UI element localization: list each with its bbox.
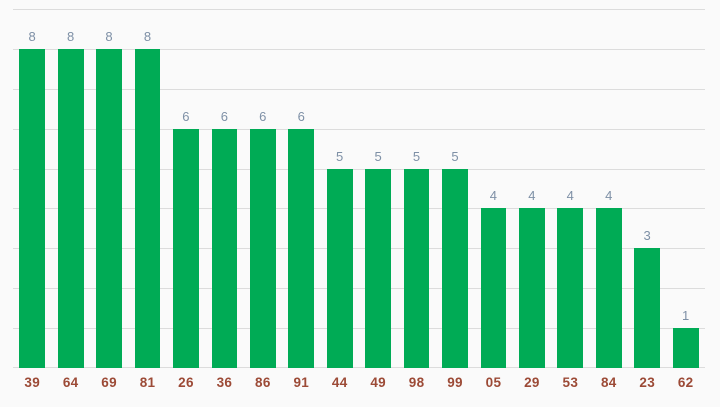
gridline-y-1 [13,328,705,330]
bar[interactable] [326,168,353,368]
x-axis-label: 64 [62,375,79,390]
gridline-y-5 [13,168,705,170]
bar[interactable] [634,248,661,368]
bar-slot-39: 8 [13,9,51,368]
bar-slot-86: 6 [244,9,282,368]
x-axis-label: 29 [524,375,540,390]
bar[interactable] [595,208,622,368]
bar-value-label: 6 [220,108,229,124]
bar-slot-49: 5 [359,9,397,368]
gridline-y-7 [13,88,705,90]
bar-slot-69: 8 [90,9,128,368]
bar[interactable] [365,168,392,368]
bar[interactable] [519,208,545,368]
bar-slot-99: 5 [436,9,474,368]
x-axis-label: 23 [639,375,656,390]
bar-slot-23: 3 [628,9,666,368]
bar-value-label: 4 [489,188,498,204]
bar-slot-36: 6 [205,9,243,368]
bar-slot-53: 4 [551,9,589,368]
bar[interactable] [211,128,238,368]
x-axis-label: 98 [408,375,425,390]
plot-area: 8 8 8 8 6 6 6 6 5 5 5 5 4 4 4 4 3 1 [13,9,705,368]
x-axis-label: 81 [139,375,156,390]
bar-slot-98: 5 [397,9,435,368]
bar[interactable] [19,48,46,368]
x-axis-label: 36 [216,375,233,390]
bar-value-label: 6 [259,108,267,124]
bar[interactable] [442,168,468,368]
bar[interactable] [403,168,430,368]
x-axis-label: 05 [485,375,502,390]
bar-value-label: 4 [566,188,575,204]
x-axis-label: 99 [447,375,463,390]
x-axis-label: 62 [677,375,694,390]
x-axis-label: 86 [255,375,271,390]
bar-slot-29: 4 [513,9,551,368]
x-axis-label: 91 [293,375,310,390]
bar-slot-64: 8 [51,9,89,368]
x-axis-label: 44 [331,375,348,390]
x-axis-label: 53 [562,375,579,390]
bar-slot-05: 4 [474,9,512,368]
bar-value-label: 5 [336,148,344,164]
gridline-y-4 [13,208,705,210]
bar[interactable] [134,48,161,368]
x-axis-label: 84 [600,375,617,390]
gridline-y-2 [13,288,705,290]
bar[interactable] [173,128,199,368]
bar-value-label: 6 [297,108,305,124]
bar-value-label: 5 [412,148,421,164]
bar[interactable] [96,48,122,368]
bar-slot-81: 8 [128,9,166,368]
bar[interactable] [249,128,276,368]
bar-value-label: 4 [528,188,536,204]
bar[interactable] [557,208,584,368]
bar-value-label: 4 [605,188,613,204]
bar-slot-91: 6 [282,9,320,368]
gridline-y-6 [13,128,705,130]
bar-value-label: 6 [182,108,190,124]
bar-value-label: 5 [374,148,382,164]
x-axis-label: 49 [370,375,386,390]
bar-slot-26: 6 [167,9,205,368]
bar-slot-44: 5 [321,9,359,368]
gridline-y-9 [13,9,705,10]
bar-value-label: 5 [451,148,459,164]
bar[interactable] [288,128,315,368]
bar-value-label: 3 [643,228,651,244]
bars-row: 8 8 8 8 6 6 6 6 5 5 5 5 4 4 4 4 3 1 [13,9,705,368]
gridline-y-8 [13,48,705,50]
bar-value-label: 8 [143,28,152,44]
x-axis-labels: 39 64 69 81 26 36 86 91 44 49 98 99 05 29 53 84 23 62 [13,373,705,393]
bar[interactable] [57,48,84,368]
bar-value-label: 8 [105,28,113,44]
bar-slot-62: 1 [666,9,704,368]
bar-value-label: 8 [66,28,75,44]
gridline-y-0 [13,367,705,368]
x-axis-label: 69 [101,375,117,390]
x-axis-label: 26 [178,375,194,390]
bar-value-label: 8 [28,28,36,44]
bar[interactable] [480,208,507,368]
bar-value-label: 1 [681,308,690,324]
gridline-y-3 [13,248,705,250]
bar[interactable] [672,328,699,368]
x-axis-label: 39 [24,375,41,390]
bar-slot-84: 4 [590,9,628,368]
